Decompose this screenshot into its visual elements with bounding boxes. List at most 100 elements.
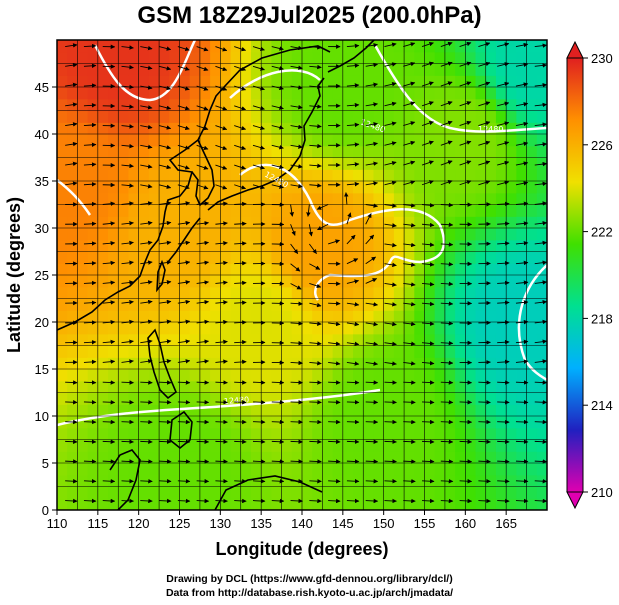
wind-vector: [215, 280, 228, 285]
field-cell: [495, 145, 507, 159]
field-cell: [536, 392, 547, 405]
field-cell: [404, 392, 415, 405]
field-cell: [77, 98, 89, 112]
field-cell: [342, 427, 354, 441]
field-cell: [322, 474, 334, 488]
field-cell: [108, 498, 119, 510]
wind-vector: [440, 61, 453, 67]
wind-vector: [403, 361, 416, 366]
field-cell: [393, 40, 405, 53]
field-cell: [199, 75, 211, 88]
field-cell: [353, 345, 364, 358]
field-cell: [414, 404, 426, 417]
field-cell: [414, 169, 426, 182]
field-cell: [465, 98, 477, 112]
field-cell: [526, 145, 538, 159]
coast-borneo: [109, 449, 141, 510]
field-cell: [179, 157, 191, 170]
field-cell: [444, 192, 456, 206]
field-cell: [148, 98, 160, 112]
field-cell: [393, 122, 405, 135]
field-cell: [506, 463, 517, 476]
field-cell: [485, 204, 497, 217]
field-cell: [67, 392, 79, 405]
colorbar-tick-label: 230: [591, 51, 613, 66]
field-cell: [281, 157, 293, 170]
field-cell: [189, 392, 201, 405]
field-cell: [302, 192, 313, 206]
field-cell: [281, 169, 293, 182]
field-cell: [250, 463, 262, 476]
field-cell: [495, 51, 507, 65]
field-cell: [526, 192, 538, 206]
field-cell: [77, 87, 89, 100]
field-cell: [179, 145, 191, 159]
wind-vector: [346, 478, 360, 484]
wind-vector: [478, 42, 491, 48]
field-cell: [199, 439, 211, 452]
wind-vector: [309, 124, 322, 129]
field-cell: [516, 228, 528, 241]
field-cell: [230, 263, 242, 276]
field-cell: [312, 110, 324, 123]
field-cell: [138, 439, 150, 452]
field-cell: [159, 251, 170, 264]
field-cell: [189, 134, 201, 147]
field-cell: [291, 181, 303, 194]
wind-vector: [65, 43, 78, 48]
field-cell: [261, 404, 272, 417]
field-cell: [57, 239, 68, 253]
field-cell: [363, 369, 375, 382]
field-cell: [332, 251, 344, 264]
wind-vector: [309, 360, 322, 366]
field-cell: [353, 181, 364, 194]
field-cell: [128, 463, 140, 476]
field-cell: [434, 75, 446, 88]
field-cell: [404, 286, 415, 300]
wind-vector: [65, 419, 78, 425]
wind-vector: [234, 478, 247, 484]
field-cell: [373, 357, 385, 370]
field-cell: [138, 463, 150, 476]
field-cell: [302, 40, 313, 53]
wind-vector: [515, 498, 529, 504]
field-cell: [159, 345, 170, 358]
wind-vector: [215, 419, 228, 425]
field-cell: [393, 169, 405, 182]
field-cell: [250, 216, 262, 229]
field-cell: [220, 427, 232, 441]
field-cell: [495, 204, 507, 217]
field-cell: [506, 310, 517, 323]
field-cell: [97, 216, 109, 229]
field-cell: [342, 228, 354, 241]
wind-vector: [328, 459, 341, 464]
field-cell: [57, 75, 68, 88]
field-cell: [138, 298, 150, 311]
field-cell: [118, 380, 130, 394]
wind-vector: [252, 184, 265, 190]
field-cell: [506, 181, 517, 194]
wind-vector: [403, 282, 416, 287]
wind-vector: [252, 380, 266, 385]
field-cell: [87, 427, 99, 441]
wind-vector: [121, 339, 134, 344]
wind-vector: [234, 359, 247, 365]
field-cell: [526, 380, 538, 394]
wind-vector: [234, 400, 247, 405]
field-cell: [128, 392, 140, 405]
wind-vector: [515, 478, 529, 484]
field-cell: [87, 122, 99, 135]
field-cell: [281, 416, 293, 429]
field-cell: [536, 275, 547, 288]
field-cell: [353, 451, 364, 464]
field-cell: [383, 263, 395, 276]
wind-vector: [346, 234, 356, 245]
field-cell: [230, 392, 242, 405]
wind-vector: [365, 478, 379, 484]
field-cell: [465, 392, 477, 405]
field-cell: [465, 239, 477, 253]
field-cell: [455, 451, 466, 464]
field-cell: [342, 310, 354, 323]
field-cell: [465, 345, 477, 358]
wind-vector: [215, 478, 228, 484]
